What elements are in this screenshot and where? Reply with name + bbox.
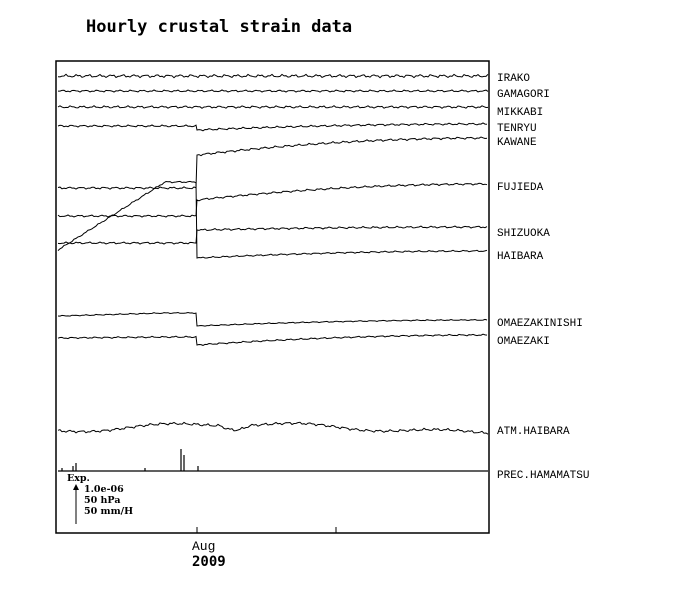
trace-irako — [58, 74, 488, 77]
chart-title: Hourly crustal strain data — [86, 17, 352, 37]
trace-omaezaki — [58, 334, 487, 345]
trace-atm-haibara — [58, 422, 488, 434]
scale-legend-precip: 50 mm/H — [84, 506, 133, 517]
trace-haibara — [58, 181, 487, 258]
series-label-omaezaki: OMAEZAKI — [497, 336, 550, 348]
x-axis-ticks — [197, 527, 336, 533]
trace-omaezakinishi — [58, 313, 487, 327]
series-label-atm-haibara: ATM.HAIBARA — [497, 426, 570, 438]
scale-arrow-head — [73, 484, 79, 490]
scale-legend-pressure: 50 hPa — [84, 495, 120, 506]
scale-legend-strain: 1.0e-06 — [84, 484, 124, 495]
series-labels: IRAKO GAMAGORI MIKKABI TENRYU KAWANE FUJIEDA S… — [497, 73, 589, 482]
trace-kawane — [58, 137, 487, 189]
series-label-shizuoka: SHIZUOKA — [497, 228, 550, 240]
series-label-haibara: HAIBARA — [497, 251, 544, 263]
x-year-label: 2009 — [192, 554, 226, 570]
trace-shizuoka — [58, 226, 487, 244]
series-label-tenryu: TENRYU — [497, 123, 537, 135]
series-label-omaezakinishi: OMAEZAKINISHI — [497, 318, 583, 330]
trace-mikkabi — [58, 106, 488, 109]
trace-prec-hamamatsu — [58, 449, 488, 471]
x-tick-label-aug: Aug — [192, 539, 215, 554]
scale-legend: Exp. 1.0e-06 50 hPa 50 mm/H — [67, 473, 133, 524]
series-traces — [58, 74, 488, 471]
scale-legend-header: Exp. — [67, 473, 90, 484]
series-label-gamagori: GAMAGORI — [497, 89, 550, 101]
series-label-mikkabi: MIKKABI — [497, 107, 543, 119]
series-label-kawane: KAWANE — [497, 137, 537, 149]
series-label-irako: IRAKO — [497, 73, 530, 85]
trace-tenryu — [58, 123, 487, 131]
series-label-fujieda: FUJIEDA — [497, 182, 544, 194]
series-label-prec-hamamatsu: PREC.HAMAMATSU — [497, 470, 589, 482]
trace-gamagori — [58, 90, 488, 92]
plot-frame — [56, 61, 489, 533]
